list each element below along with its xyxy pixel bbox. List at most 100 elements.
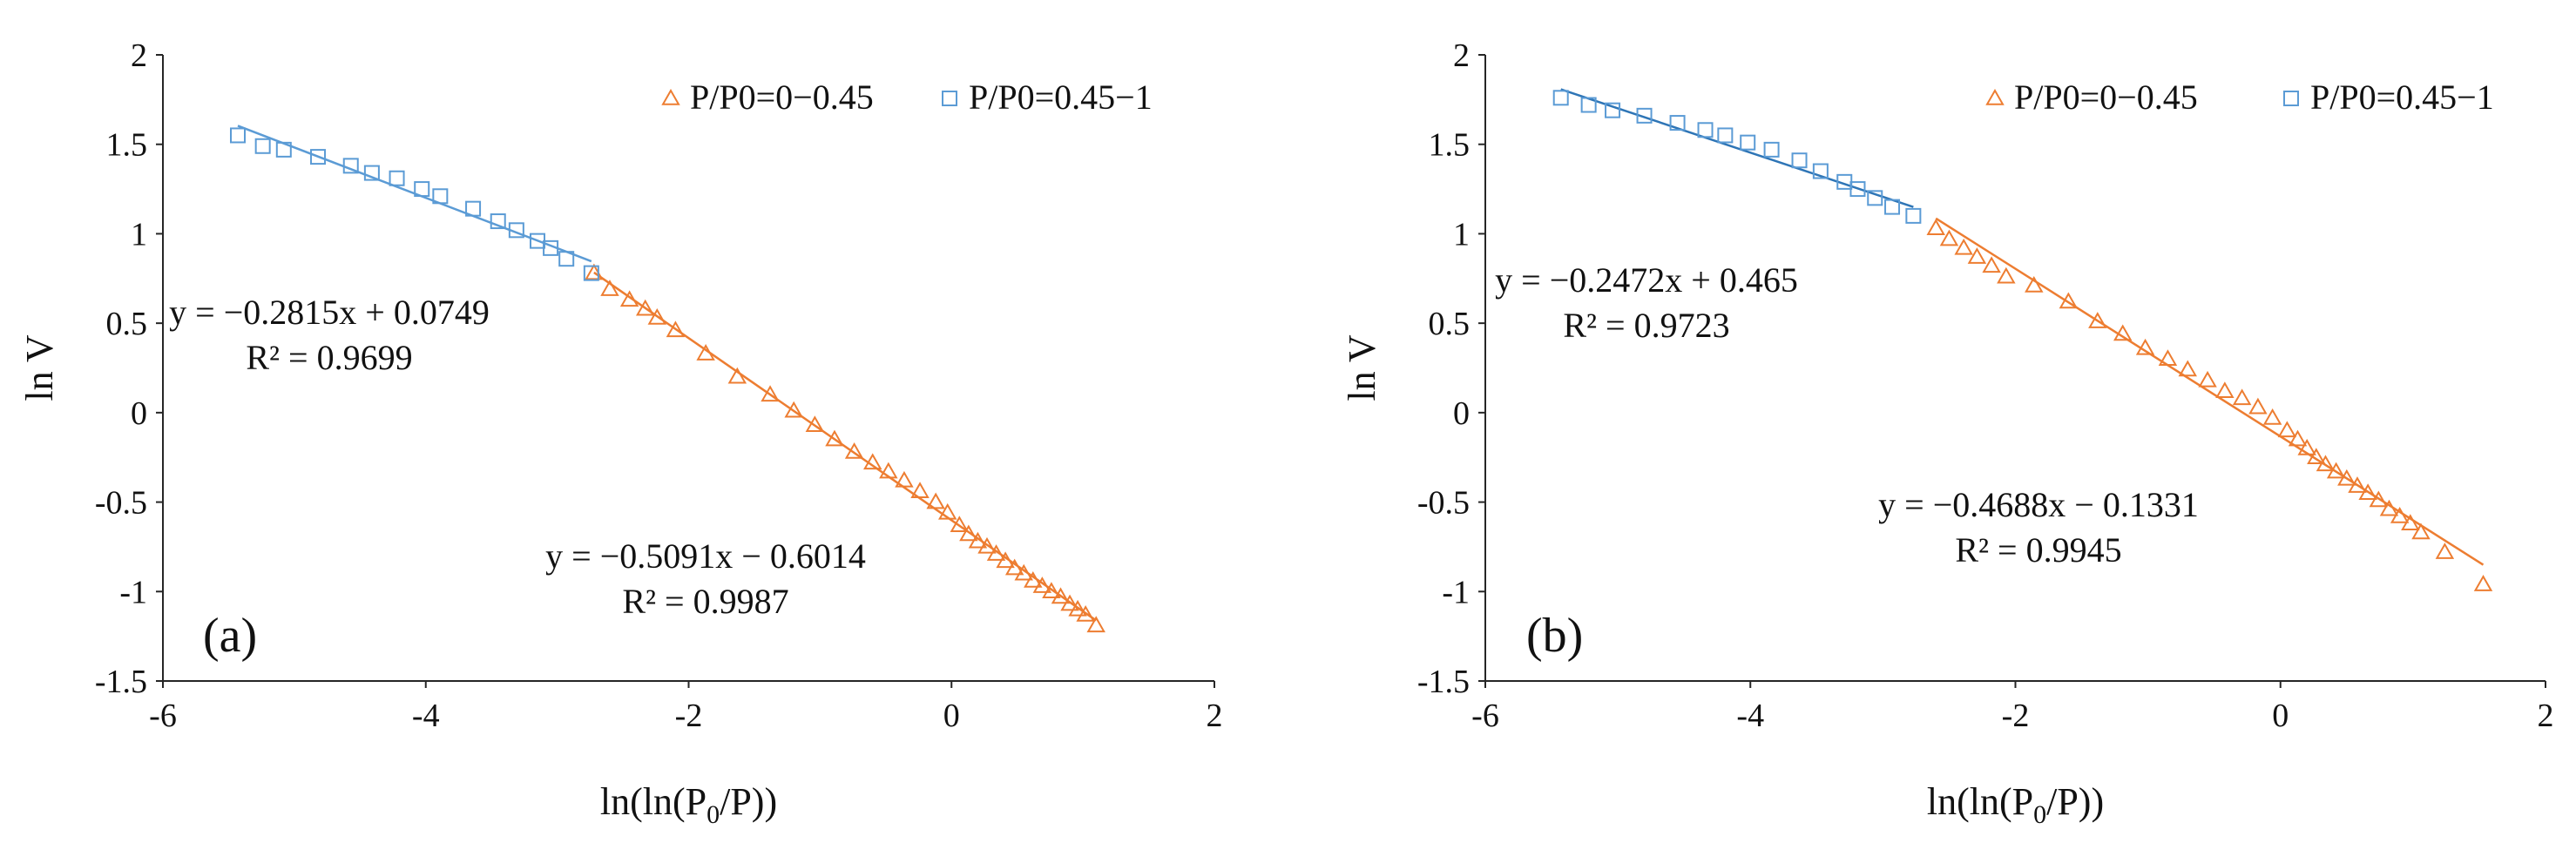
chart-a-panel-label: (a)	[203, 609, 257, 663]
chart-b-point	[2178, 360, 2197, 377]
chart-b-point	[2358, 483, 2377, 501]
chart-a-point	[465, 200, 482, 217]
chart-a-point	[583, 265, 599, 281]
chart-a-y-axis-label: ln V	[18, 334, 61, 401]
chart-a-point	[1024, 570, 1043, 588]
chart-b-point	[1884, 199, 1901, 215]
chart-a-point	[229, 127, 246, 144]
chart-b-point	[1791, 152, 1808, 169]
chart-b-point	[2411, 523, 2431, 540]
chart-a-r-squared: R² = 0.9987	[622, 582, 788, 621]
chart-a-point	[1004, 558, 1024, 576]
chart-b-y-tick-label: 0	[1453, 395, 1470, 432]
chart-a-point	[1076, 604, 1095, 622]
chart-a-x-tick-label: -6	[149, 698, 177, 734]
chart-b-point	[2297, 438, 2316, 455]
chart-b-point	[1867, 190, 1883, 206]
chart-b-point	[2288, 429, 2308, 447]
chart-b-series-high-pressure	[1552, 90, 1922, 224]
chart-b-point	[2113, 324, 2133, 341]
chart-b-y-axis-label: ln V	[1341, 334, 1383, 401]
chart-a-point	[647, 307, 667, 325]
chart-b-x-axis-label: ln(ln(P0/P))	[1927, 780, 2104, 829]
chart-a-point	[363, 165, 380, 181]
chart-a-point	[558, 251, 575, 267]
chart-b-point	[1812, 163, 1829, 179]
chart-b-point	[2307, 448, 2326, 464]
chart-a-x-tick-label: -2	[675, 698, 703, 734]
chart-a-point	[805, 415, 825, 432]
chart-a-point	[275, 141, 292, 158]
chart-b-y-tick-label: 1	[1453, 216, 1470, 253]
chart-b: -1.5 -1 -0.5 0 0.5 1 1.5 2 -6 -4 -2 0 2 ln(ln(P0/P)) l…	[1341, 37, 2554, 829]
chart-b-legend-label: P/P0=0.45−1	[2310, 78, 2494, 117]
chart-b-point	[1605, 102, 1621, 118]
chart-a-point	[863, 453, 882, 470]
chart-a-point	[310, 149, 327, 165]
chart-a-point	[635, 299, 655, 316]
chart-b-point	[1849, 181, 1866, 198]
chart-a-point	[1042, 582, 1061, 599]
chart-a-point	[543, 239, 559, 256]
chart-a-legend-entry: P/P0=0.45−1	[942, 78, 1153, 117]
chart-b-point	[1580, 97, 1597, 113]
chart-a-point	[950, 516, 970, 533]
chart-a-legend-label: P/P0=0−0.45	[690, 78, 874, 117]
chart-b-equation: y = −0.2472x + 0.465	[1495, 260, 1798, 300]
chart-a-y-tick-label: -1	[119, 574, 147, 610]
chart-a-point	[825, 429, 844, 447]
chart-b-panel-label: (b)	[1526, 609, 1583, 663]
chart-b-x-tick-label: -6	[1471, 698, 1499, 734]
chart-b-point	[1939, 229, 1959, 246]
chart-a-point	[926, 492, 945, 509]
chart-a-trendline-low	[593, 271, 1097, 622]
chart-a-point	[1032, 576, 1052, 593]
chart-a-legend-entry: P/P0=0−0.45	[661, 78, 874, 117]
chart-a-point	[761, 385, 780, 402]
chart-b-point	[1926, 219, 1945, 236]
chart-b-point	[2088, 312, 2107, 328]
chart-b-point	[2473, 575, 2493, 591]
chart-a-point	[910, 482, 930, 498]
chart-b-legend-entry: P/P0=0.45−1	[2283, 78, 2494, 117]
chart-a-point	[619, 290, 639, 307]
chart-a-point	[879, 462, 898, 479]
chart-b-point	[2390, 506, 2410, 523]
chart-b-point	[1982, 256, 2001, 273]
chart-a-point	[986, 544, 1006, 561]
chart-a-y-tick-label: 1.5	[106, 127, 148, 164]
chart-b-point	[1717, 127, 1734, 144]
chart-a-x-tick-label: 2	[1207, 698, 1223, 734]
chart-b-point	[1740, 134, 1756, 151]
chart-a-x-tick-label: 0	[943, 698, 960, 734]
chart-b-point	[1905, 207, 1922, 224]
chart-b-y-tick-label: -1.5	[1417, 664, 1470, 700]
chart-a-equation: y = −0.2815x + 0.0749	[169, 293, 490, 332]
chart-b-point	[2262, 408, 2282, 425]
chart-a-point	[938, 502, 957, 520]
chart-a-x-tick-label: -4	[412, 698, 440, 734]
chart-b-r-squared: R² = 0.9723	[1563, 306, 1729, 345]
chart-b-y-tick-label: 1.5	[1429, 127, 1471, 164]
chart-b-point	[2277, 421, 2297, 438]
chart-a-point	[1014, 563, 1033, 581]
chart-b-point	[2435, 543, 2455, 559]
chart-b-point	[1997, 266, 2016, 284]
chart-b-legend-marker	[1985, 88, 2005, 105]
chart-a: -1.5 -1 -0.5 0 0.5 1 1.5 2 -6 -4 -2 0 2 ln(ln(P0/P)) l…	[18, 37, 1223, 829]
chart-b-point	[2401, 514, 2420, 530]
chart-a-point	[432, 188, 449, 205]
chart-b-point	[2059, 292, 2079, 309]
chart-a-point	[1051, 587, 1071, 604]
chart-b-series-low-pressure	[1926, 219, 2493, 591]
chart-b-point	[2215, 381, 2235, 398]
chart-a-r-squared: R² = 0.9699	[246, 338, 412, 377]
chart-b-point	[2158, 349, 2178, 366]
chart-b-y-tick-label: 2	[1453, 37, 1470, 74]
chart-a-point	[508, 222, 524, 239]
chart-a-point	[389, 170, 405, 186]
chart-b-point	[2316, 455, 2336, 472]
chart-a-point	[414, 181, 430, 198]
